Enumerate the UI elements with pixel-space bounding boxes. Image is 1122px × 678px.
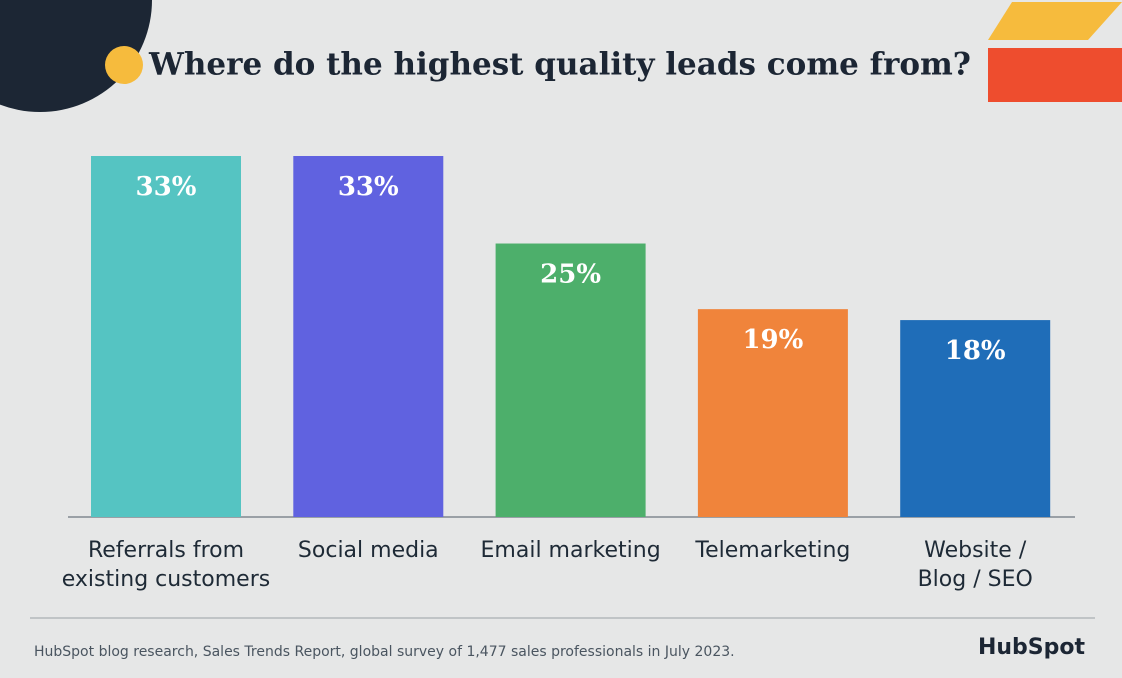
decor-dot — [105, 46, 143, 84]
category-label: Referrals from existing customers — [61, 538, 271, 592]
category-label: Telemarketing — [695, 538, 851, 563]
decor-circle — [0, 0, 152, 112]
value-label: 33% — [136, 172, 197, 202]
category-label: Email marketing — [480, 538, 661, 563]
value-label: 25% — [540, 260, 601, 290]
bar — [495, 243, 646, 518]
bar — [293, 156, 444, 517]
category-label: Social media — [297, 538, 439, 563]
decor-rect — [988, 48, 1122, 102]
bar — [900, 320, 1051, 517]
source: HubSpot blog research, Sales Trends Repo… — [34, 644, 735, 660]
category-label: Website / Blog / SEO — [917, 538, 1033, 592]
bar — [91, 156, 241, 517]
value-label: 33% — [338, 172, 399, 202]
chart-title: Where do the highest quality leads come … — [148, 47, 971, 83]
value-label: 18% — [945, 336, 1006, 366]
value-label: 19% — [742, 325, 803, 355]
bar — [697, 309, 848, 517]
decor-shape — [988, 2, 1122, 40]
logo: HubSpot — [978, 635, 1086, 660]
